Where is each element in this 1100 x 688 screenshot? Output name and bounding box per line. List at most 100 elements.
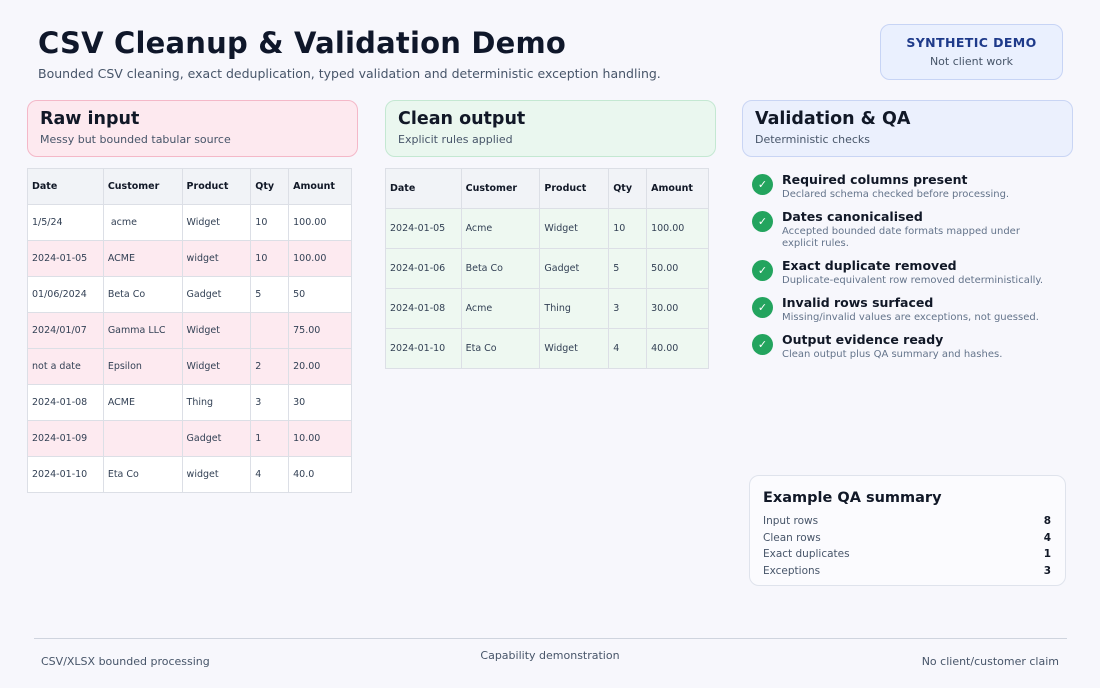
table-cell: 2	[250, 348, 290, 385]
table-cell: 10	[250, 204, 290, 241]
table-row: 2024-01-10 Eta Co Widget 4 40.00	[385, 328, 709, 369]
summary-row: Input rows 8	[763, 515, 1051, 532]
summary-value: 8	[1043, 515, 1051, 527]
clean-output-header: Clean output Explicit rules applied	[385, 100, 716, 157]
validation-qa-header: Validation & QA Deterministic checks	[742, 100, 1073, 157]
check-title: Output evidence ready	[782, 332, 944, 347]
summary-value: 1	[1043, 548, 1051, 560]
table-cell: Gadget	[181, 420, 252, 457]
check-description: Accepted bounded date formats mapped und…	[782, 226, 1020, 249]
table-row: 1/5/24 acme Widget 10 100.00	[27, 204, 352, 241]
badge-title: SYNTHETIC DEMO	[906, 35, 1037, 50]
table-cell: 40.0	[288, 456, 352, 493]
footer-center-text: Capability demonstration	[480, 649, 620, 662]
table-cell: 5	[608, 248, 648, 289]
table-cell: 2024-01-06	[385, 248, 462, 289]
column-header-qty: Qty	[250, 168, 290, 205]
table-cell: 40.00	[646, 328, 709, 369]
table-header-row: Date Customer Product Qty Amount	[385, 168, 709, 209]
table-cell	[102, 420, 183, 457]
column-header-date: Date	[27, 168, 104, 205]
table-cell: Eta Co	[102, 456, 183, 493]
raw-input-table: Date Customer Product Qty Amount 1/5/24 …	[27, 168, 352, 493]
table-cell: 3	[608, 288, 648, 329]
summary-row: Exceptions 3	[763, 565, 1051, 582]
synthetic-demo-badge: SYNTHETIC DEMO Not client work	[880, 24, 1063, 80]
table-cell: 100.00	[288, 204, 352, 241]
list-item: ✓ Invalid rows surfaced Missing/invalid …	[752, 295, 1052, 324]
table-cell: Widget	[181, 348, 252, 385]
table-cell: 2024/01/07	[27, 312, 104, 349]
table-cell: widget	[181, 456, 252, 493]
table-cell: Eta Co	[460, 328, 541, 369]
table-row: 2024-01-06 Beta Co Gadget 5 50.00	[385, 248, 709, 289]
table-cell: 2024-01-10	[27, 456, 104, 493]
list-item: ✓ Dates canonicalised Accepted bounded d…	[752, 209, 1052, 250]
footer-left-text: CSV/XLSX bounded processing	[41, 655, 210, 668]
qa-summary-card: Example QA summary Input rows 8 Clean ro…	[749, 475, 1066, 586]
table-cell: Acme	[460, 208, 541, 249]
table-cell: 2024-01-05	[27, 240, 104, 277]
table-row: 2024/01/07 Gamma LLC Widget 75.00	[27, 312, 352, 349]
table-cell: ACME	[102, 384, 183, 421]
raw-input-header: Raw input Messy but bounded tabular sour…	[27, 100, 358, 157]
column-header-product: Product	[181, 168, 252, 205]
column-header-customer: Customer	[102, 168, 183, 205]
table-cell: not a date	[27, 348, 104, 385]
column-header-customer: Customer	[460, 168, 541, 209]
summary-row: Exact duplicates 1	[763, 548, 1051, 565]
table-cell: 75.00	[288, 312, 352, 349]
table-cell: Acme	[460, 288, 541, 329]
table-cell: 5	[250, 276, 290, 313]
table-cell: 10	[608, 208, 648, 249]
table-cell: Widget	[181, 312, 252, 349]
table-cell: 30	[288, 384, 352, 421]
table-cell: 20.00	[288, 348, 352, 385]
column-header-amount: Amount	[288, 168, 352, 205]
table-cell: Gamma LLC	[102, 312, 183, 349]
page-subtitle: Bounded CSV cleaning, exact deduplicatio…	[38, 66, 661, 81]
summary-value: 4	[1043, 531, 1051, 544]
column-header-product: Product	[539, 168, 610, 209]
table-row: not a date Epsilon Widget 2 20.00	[27, 348, 352, 385]
summary-label: Exact duplicates	[763, 548, 850, 560]
validation-qa-title: Validation & QA	[755, 109, 911, 129]
summary-label: Input rows	[763, 515, 819, 527]
table-cell: widget	[181, 240, 252, 277]
clean-output-table: Date Customer Product Qty Amount 2024-01…	[385, 168, 709, 369]
column-header-amount: Amount	[646, 168, 709, 209]
table-cell: Epsilon	[102, 348, 183, 385]
table-cell: Gadget	[181, 276, 252, 313]
table-cell: 10.00	[288, 420, 352, 457]
summary-value: 3	[1043, 564, 1051, 577]
validation-qa-subtitle: Deterministic checks	[755, 133, 871, 146]
check-icon: ✓	[752, 174, 773, 195]
check-description: Clean output plus QA summary and hashes.	[782, 349, 1003, 360]
list-item: ✓ Output evidence ready Clean output plu…	[752, 332, 1052, 361]
table-row: 2024-01-08 ACME Thing 3 30	[27, 384, 352, 421]
table-cell: 2024-01-08	[385, 288, 462, 329]
check-icon: ✓	[752, 211, 773, 232]
check-title: Invalid rows surfaced	[782, 295, 934, 310]
table-cell: 01/06/2024	[27, 276, 104, 313]
table-cell: Beta Co	[102, 276, 183, 313]
table-cell: 1/5/24	[27, 204, 104, 241]
check-title: Exact duplicate removed	[782, 258, 957, 273]
table-cell: 50	[288, 276, 352, 313]
table-cell: 2024-01-08	[27, 384, 104, 421]
column-header-date: Date	[385, 168, 462, 209]
raw-input-subtitle: Messy but bounded tabular source	[40, 133, 231, 146]
qa-checklist: ✓ Required columns present Declared sche…	[752, 172, 1052, 369]
check-description: Declared schema checked before processin…	[782, 189, 1010, 200]
table-cell: 2024-01-05	[385, 208, 462, 249]
table-cell: 100.00	[646, 208, 709, 249]
table-cell: 2024-01-10	[385, 328, 462, 369]
clean-output-subtitle: Explicit rules applied	[398, 133, 513, 146]
check-description: Missing/invalid values are exceptions, n…	[782, 312, 1039, 323]
table-cell: 100.00	[288, 240, 352, 277]
table-cell: 10	[250, 240, 290, 277]
check-title: Dates canonicalised	[782, 209, 923, 224]
table-cell: Gadget	[539, 248, 610, 289]
check-icon: ✓	[752, 334, 773, 355]
clean-output-title: Clean output	[398, 109, 526, 129]
